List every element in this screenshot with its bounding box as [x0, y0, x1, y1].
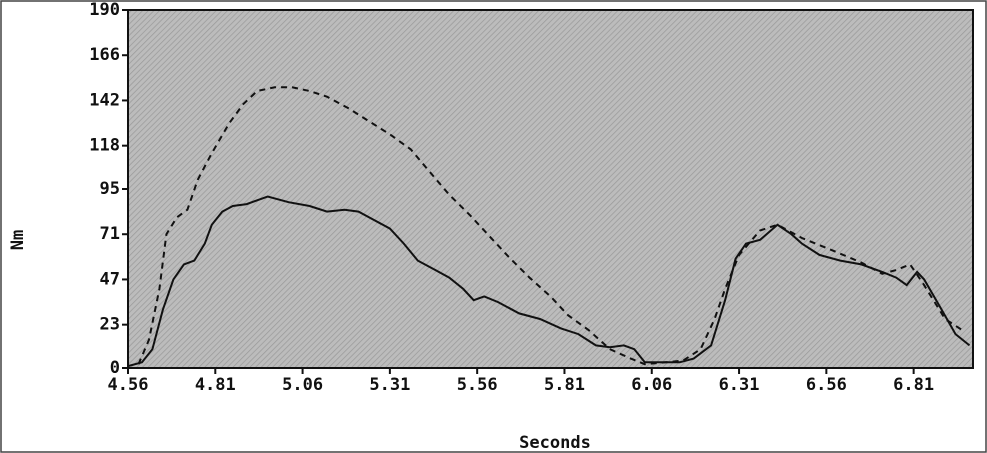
x-tick-label: 5.31 — [369, 375, 410, 395]
y-tick-label: 23 — [100, 315, 120, 335]
y-tick-label: 142 — [89, 90, 120, 110]
plot-area — [127, 9, 974, 369]
x-tick-label: 6.81 — [893, 375, 934, 395]
x-tick-label: 6.31 — [719, 375, 760, 395]
x-axis-label: Seconds — [519, 433, 591, 453]
y-axis-label: Nm — [8, 230, 28, 250]
x-tick-label: 6.56 — [806, 375, 847, 395]
data-line — [137, 86, 964, 366]
x-tick-label: 5.56 — [457, 375, 498, 395]
y-tick-label: 71 — [100, 224, 120, 244]
data-line — [127, 195, 971, 368]
x-tick-label: 4.56 — [108, 375, 149, 395]
y-tick-label: 95 — [100, 179, 120, 199]
y-tick-label: 166 — [89, 45, 120, 65]
y-tick-label: 190 — [89, 0, 120, 20]
x-tick-label: 5.81 — [544, 375, 585, 395]
y-tick-label: 118 — [89, 136, 120, 156]
y-tick-label: 47 — [100, 269, 120, 289]
x-tick-label: 4.81 — [195, 375, 236, 395]
y-tick-label: 0 — [110, 358, 120, 378]
x-tick-label: 6.06 — [631, 375, 672, 395]
x-tick-label: 5.06 — [282, 375, 323, 395]
